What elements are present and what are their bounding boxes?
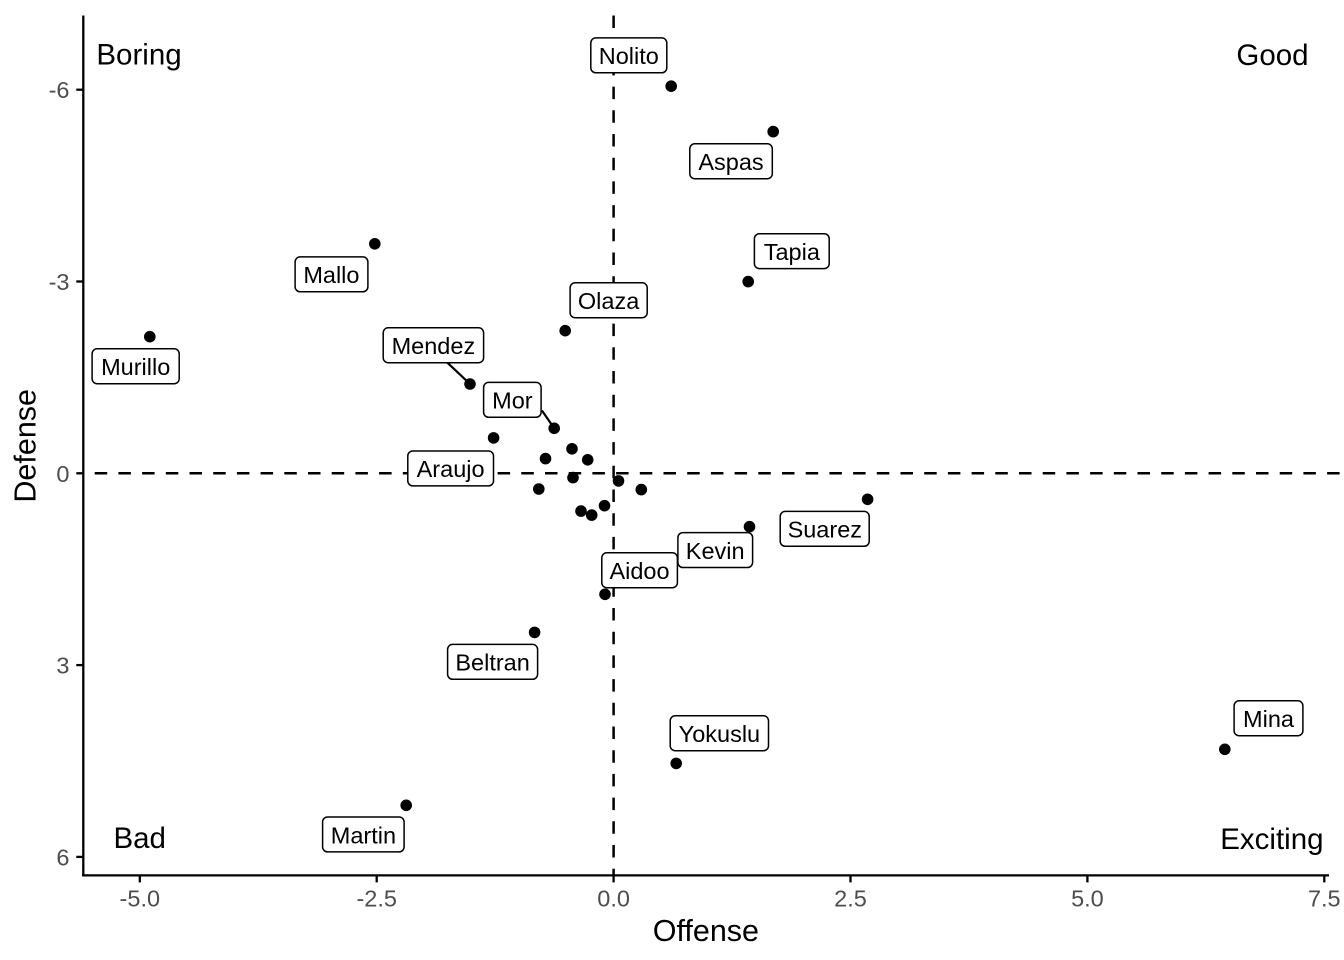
svg-text:Bad: Bad (113, 822, 166, 855)
svg-text:Tapia: Tapia (764, 239, 821, 265)
svg-text:Beltran: Beltran (455, 650, 529, 676)
svg-text:2.5: 2.5 (834, 886, 867, 912)
svg-text:Mallo: Mallo (303, 262, 359, 288)
svg-text:Good: Good (1236, 39, 1308, 72)
svg-text:Mor: Mor (492, 388, 533, 414)
svg-text:Murillo: Murillo (101, 354, 170, 380)
svg-text:Nolito: Nolito (599, 43, 659, 69)
svg-text:Defense: Defense (9, 389, 43, 503)
svg-text:3: 3 (56, 653, 69, 679)
svg-text:Suarez: Suarez (788, 517, 862, 543)
svg-text:Araujo: Araujo (417, 456, 485, 482)
svg-text:6: 6 (56, 844, 69, 870)
svg-text:-6: -6 (49, 77, 70, 103)
svg-text:Exciting: Exciting (1220, 823, 1323, 856)
svg-text:-5.0: -5.0 (120, 886, 161, 912)
svg-text:-2.5: -2.5 (356, 886, 397, 912)
svg-text:Olaza: Olaza (578, 288, 640, 314)
svg-text:Kevin: Kevin (686, 538, 745, 564)
svg-text:0.0: 0.0 (597, 886, 630, 912)
svg-text:-3: -3 (49, 269, 70, 295)
svg-text:Yokuslu: Yokuslu (679, 721, 760, 747)
svg-text:0: 0 (56, 461, 69, 487)
svg-text:5.0: 5.0 (1071, 886, 1104, 912)
svg-text:7.5: 7.5 (1308, 886, 1341, 912)
svg-text:Mendez: Mendez (392, 333, 476, 359)
svg-text:Mina: Mina (1243, 706, 1295, 732)
svg-text:Boring: Boring (96, 39, 181, 72)
svg-text:Aidoo: Aidoo (609, 558, 669, 584)
svg-text:Martin: Martin (331, 822, 396, 848)
svg-text:Aspas: Aspas (698, 149, 763, 175)
svg-text:Offense: Offense (653, 914, 759, 948)
